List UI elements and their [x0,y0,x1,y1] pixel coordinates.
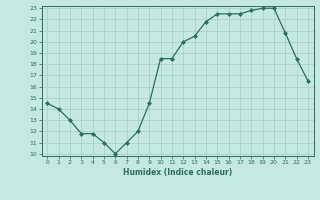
X-axis label: Humidex (Indice chaleur): Humidex (Indice chaleur) [123,168,232,177]
